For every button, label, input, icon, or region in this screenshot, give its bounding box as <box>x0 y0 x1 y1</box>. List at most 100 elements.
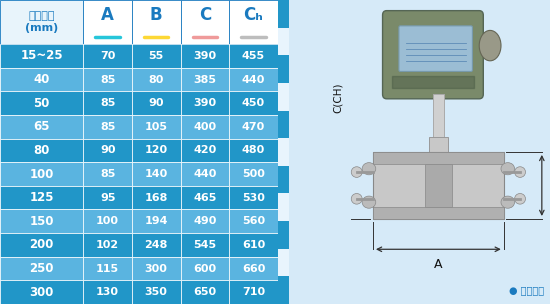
FancyBboxPatch shape <box>399 26 472 71</box>
Bar <box>373 207 504 219</box>
Text: 390: 390 <box>193 98 216 108</box>
Text: 350: 350 <box>145 287 168 297</box>
Bar <box>278 138 289 166</box>
Bar <box>278 193 289 221</box>
Bar <box>132 280 180 304</box>
Bar <box>180 0 229 44</box>
Text: 200: 200 <box>30 238 54 251</box>
Text: 100: 100 <box>96 216 119 226</box>
Bar <box>433 94 444 140</box>
Bar <box>180 186 229 209</box>
Text: 15~25: 15~25 <box>20 49 63 62</box>
Text: 390: 390 <box>193 51 216 61</box>
Ellipse shape <box>362 196 376 208</box>
Bar <box>229 209 278 233</box>
Bar <box>132 257 180 280</box>
Bar <box>180 280 229 304</box>
Bar <box>373 152 504 164</box>
Bar <box>0 68 84 91</box>
Bar <box>229 139 278 162</box>
Bar <box>132 186 180 209</box>
Text: 100: 100 <box>30 168 54 181</box>
Text: 440: 440 <box>193 169 217 179</box>
Bar <box>180 162 229 186</box>
Text: 55: 55 <box>148 51 164 61</box>
Text: 40: 40 <box>34 73 50 86</box>
Text: 65: 65 <box>34 120 50 133</box>
Ellipse shape <box>515 193 525 204</box>
Bar <box>0 233 84 257</box>
Text: 710: 710 <box>242 287 265 297</box>
Bar <box>229 68 278 91</box>
Text: 300: 300 <box>145 264 168 274</box>
Bar <box>180 115 229 139</box>
Text: 140: 140 <box>145 169 168 179</box>
Bar <box>180 91 229 115</box>
Bar <box>229 233 278 257</box>
Bar <box>278 0 289 28</box>
Text: A: A <box>101 6 114 24</box>
Ellipse shape <box>351 193 362 204</box>
Text: 500: 500 <box>242 169 265 179</box>
Text: 80: 80 <box>34 144 50 157</box>
Text: 80: 80 <box>148 74 164 85</box>
Bar <box>0 0 84 44</box>
Text: 490: 490 <box>193 216 217 226</box>
Text: A: A <box>434 258 443 271</box>
Bar <box>132 44 180 68</box>
Ellipse shape <box>501 163 515 175</box>
Text: 450: 450 <box>242 98 265 108</box>
Bar <box>229 0 278 44</box>
Text: 470: 470 <box>242 122 265 132</box>
Bar <box>84 209 132 233</box>
Bar <box>180 209 229 233</box>
Text: 610: 610 <box>242 240 265 250</box>
Bar <box>180 257 229 280</box>
Text: C: C <box>199 6 211 24</box>
Bar <box>84 280 132 304</box>
Bar <box>180 44 229 68</box>
Bar <box>84 0 132 44</box>
Bar <box>0 186 84 209</box>
Text: 102: 102 <box>96 240 119 250</box>
Text: 530: 530 <box>242 193 265 203</box>
Bar <box>373 152 504 219</box>
Bar <box>278 221 289 249</box>
Bar <box>84 162 132 186</box>
Text: 480: 480 <box>242 145 265 155</box>
Bar <box>229 186 278 209</box>
Text: 400: 400 <box>193 122 216 132</box>
Text: 仪表口径
(mm): 仪表口径 (mm) <box>25 11 58 33</box>
Text: 85: 85 <box>100 169 116 179</box>
Text: 194: 194 <box>145 216 168 226</box>
Text: 385: 385 <box>194 74 216 85</box>
Text: 650: 650 <box>193 287 216 297</box>
Bar <box>132 0 180 44</box>
Bar <box>132 162 180 186</box>
Bar <box>0 280 84 304</box>
Bar <box>132 115 180 139</box>
Text: 70: 70 <box>100 51 116 61</box>
Bar <box>84 186 132 209</box>
Bar <box>229 162 278 186</box>
FancyBboxPatch shape <box>383 11 483 99</box>
Bar <box>278 111 289 138</box>
Bar <box>278 166 289 193</box>
Bar <box>180 68 229 91</box>
Bar <box>84 68 132 91</box>
Bar <box>84 115 132 139</box>
Bar <box>132 233 180 257</box>
Text: 95: 95 <box>100 193 116 203</box>
Bar <box>84 257 132 280</box>
Bar <box>278 55 289 83</box>
Ellipse shape <box>351 167 362 177</box>
Text: 120: 120 <box>145 145 168 155</box>
Text: 465: 465 <box>193 193 217 203</box>
Bar <box>84 233 132 257</box>
Bar <box>278 28 289 55</box>
Text: 130: 130 <box>96 287 119 297</box>
Text: B: B <box>150 6 163 24</box>
Bar <box>229 115 278 139</box>
Bar <box>0 91 84 115</box>
Bar <box>278 249 289 276</box>
